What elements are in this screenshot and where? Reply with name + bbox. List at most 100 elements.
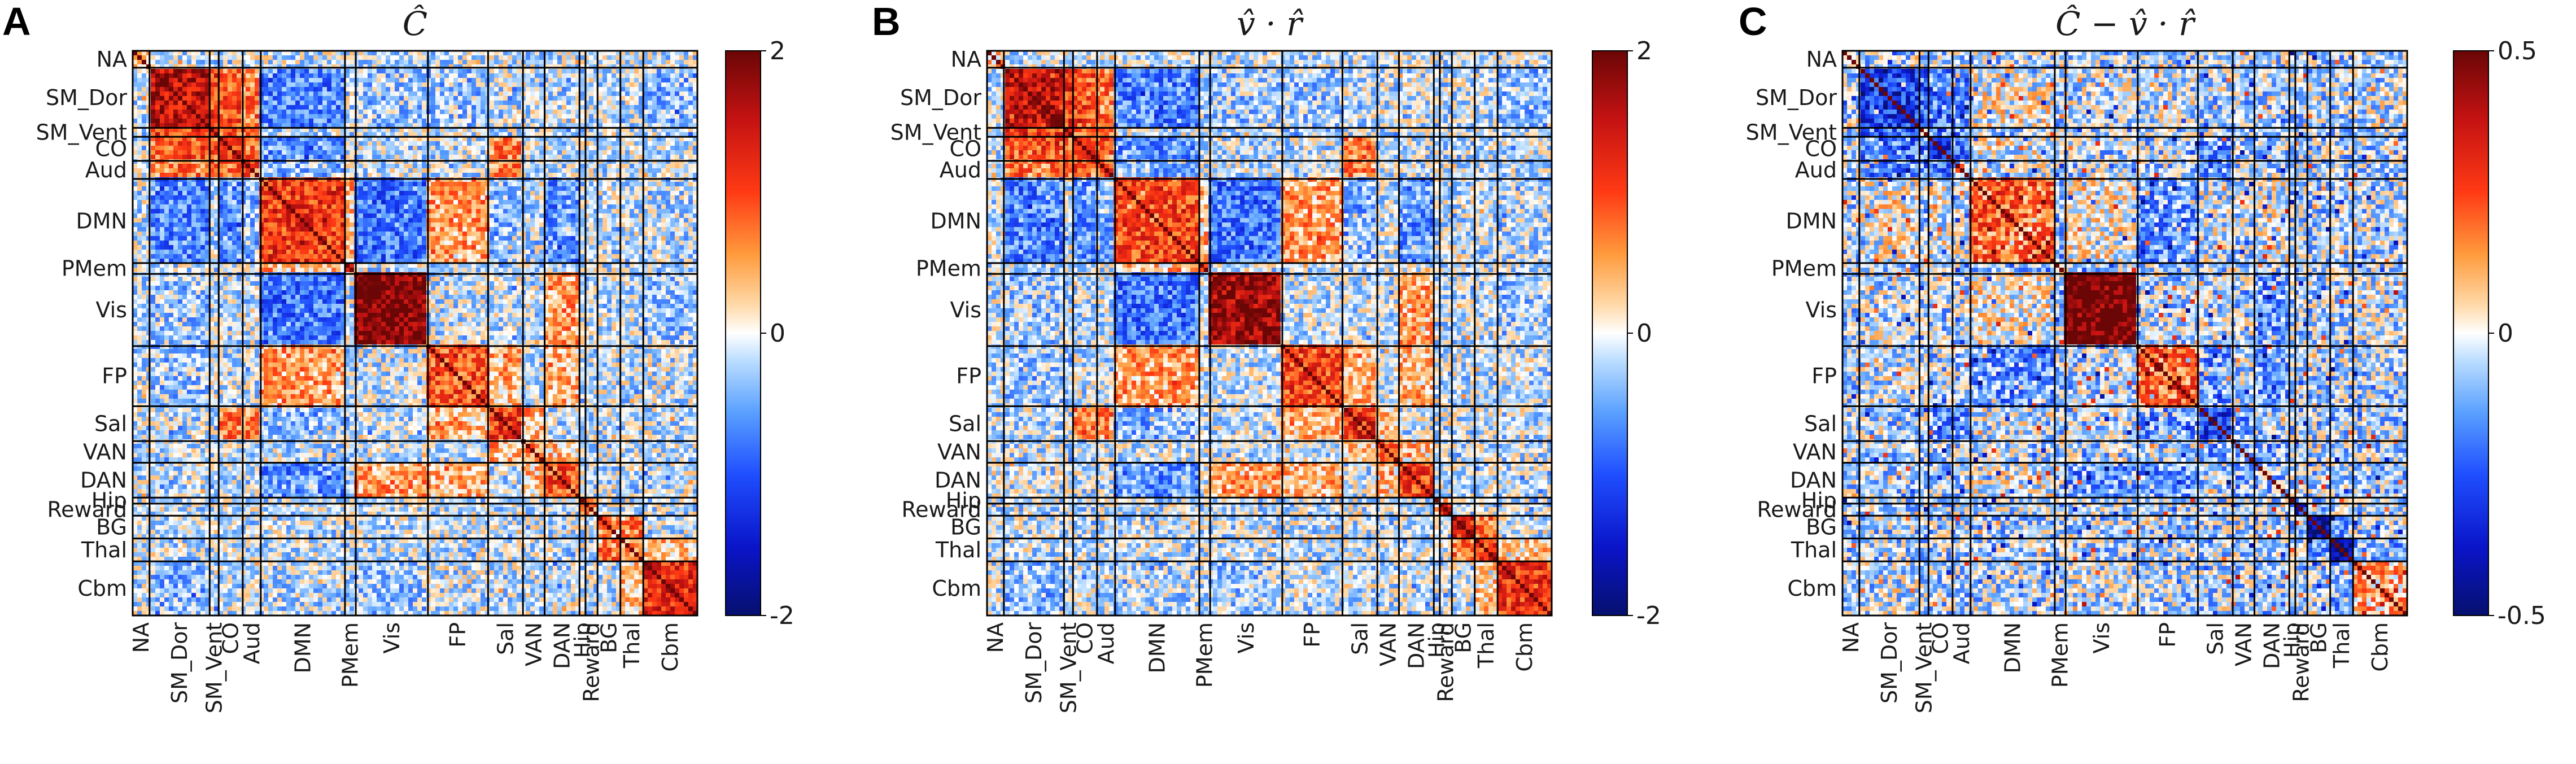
heatmap-cell (607, 73, 612, 78)
heatmap-cell (494, 78, 499, 83)
heatmap-cell (666, 73, 671, 78)
heatmap-cell (313, 55, 318, 60)
heatmap-cell (630, 73, 635, 78)
heatmap-cell (435, 55, 440, 60)
heatmap-cell (684, 78, 689, 83)
heatmap-cell (363, 60, 368, 65)
heatmap-cell (309, 55, 314, 60)
heatmap-cell (232, 73, 237, 78)
heatmap-cell (440, 69, 445, 74)
heatmap-cell (539, 60, 544, 65)
heatmap-cell (313, 78, 318, 83)
heatmap-cell (481, 73, 486, 78)
heatmap-cell (268, 69, 273, 74)
heatmap-cell (539, 55, 544, 60)
heatmap-cell (173, 73, 178, 78)
heatmap-cell (399, 78, 404, 83)
heatmap-cell (273, 55, 278, 60)
heatmap-cell (566, 60, 571, 65)
heatmap-cell (648, 73, 653, 78)
heatmap-cell (359, 73, 364, 78)
heatmap-cell (548, 55, 553, 60)
heatmap-cell (444, 60, 449, 65)
heatmap-cell (444, 73, 449, 78)
heatmap-cell (304, 55, 309, 60)
heatmap-cell (228, 73, 233, 78)
heatmap-cell (666, 69, 671, 74)
heatmap-cell (607, 78, 612, 83)
heatmap-cell (196, 78, 201, 83)
heatmap-cell (462, 78, 468, 83)
heatmap-cell (422, 55, 427, 60)
heatmap-cell (151, 55, 156, 60)
heatmap-cell (386, 55, 391, 60)
heatmap-cell (634, 60, 639, 65)
heatmap-cell (580, 73, 585, 78)
heatmap-cell (187, 60, 192, 65)
heatmap-cell (363, 55, 368, 60)
heatmap-cell (571, 78, 576, 83)
heatmap-cell (557, 69, 562, 74)
heatmap-cell (381, 69, 386, 74)
heatmap-cell (178, 55, 183, 60)
heatmap-cell (526, 69, 531, 74)
heatmap-cell (517, 69, 522, 74)
heatmap-cell (675, 60, 680, 65)
heatmap-cell (359, 78, 364, 83)
heatmap-cell (372, 78, 377, 83)
heatmap-cell (431, 69, 436, 74)
heatmap-cell (476, 69, 481, 74)
heatmap-cell (228, 60, 233, 65)
heatmap-cell (670, 73, 675, 78)
heatmap-cell (435, 69, 440, 74)
heatmap-cell (657, 73, 662, 78)
heatmap-cell (449, 60, 454, 65)
heatmap-cell (580, 55, 585, 60)
heatmap-cell (327, 78, 332, 83)
heatmap-cell (318, 69, 323, 74)
heatmap-cell (648, 55, 653, 60)
heatmap-cell (395, 73, 400, 78)
heatmap-cell (359, 55, 364, 60)
heatmap-cell (417, 60, 422, 65)
heatmap-cell (589, 78, 594, 83)
heatmap-cell (612, 55, 617, 60)
heatmap-cell (386, 78, 391, 83)
heatmap-cell (571, 69, 576, 74)
heatmap-cell (395, 55, 400, 60)
heatmap-cell (535, 69, 540, 74)
heatmap-cell (331, 69, 337, 74)
heatmap-cell (246, 55, 251, 60)
heatmap-cell (602, 73, 608, 78)
heatmap-cell (404, 78, 409, 83)
heatmap-cell (589, 55, 594, 60)
heatmap-cell (462, 69, 468, 74)
heatmap-cell (169, 55, 174, 60)
heatmap-cell (661, 69, 666, 74)
heatmap-cell (422, 69, 427, 74)
heatmap-cell (309, 69, 314, 74)
heatmap-cell (237, 73, 242, 78)
heatmap-cell (277, 78, 282, 83)
heatmap-cell (381, 55, 386, 60)
heatmap-cell (331, 55, 337, 60)
heatmap-cell (386, 60, 391, 65)
heatmap-cell (264, 73, 269, 78)
heatmap-cell (408, 69, 413, 74)
heatmap-cell (182, 69, 187, 74)
heatmap-cell (377, 69, 382, 74)
heatmap-cell (675, 55, 680, 60)
heatmap-cell (250, 69, 255, 74)
heatmap-cell (377, 73, 382, 78)
heatmap-cell (404, 55, 409, 60)
heatmap-cell (200, 55, 206, 60)
heatmap-cell (191, 55, 197, 60)
heatmap-cell (453, 60, 459, 65)
heatmap-cell (535, 78, 540, 83)
heatmap-cell (526, 55, 531, 60)
heatmap-cell (684, 69, 689, 74)
heatmap-cell (282, 78, 287, 83)
heatmap-cell (453, 78, 459, 83)
heatmap-cell (282, 69, 287, 74)
heatmap-cell (255, 73, 260, 78)
